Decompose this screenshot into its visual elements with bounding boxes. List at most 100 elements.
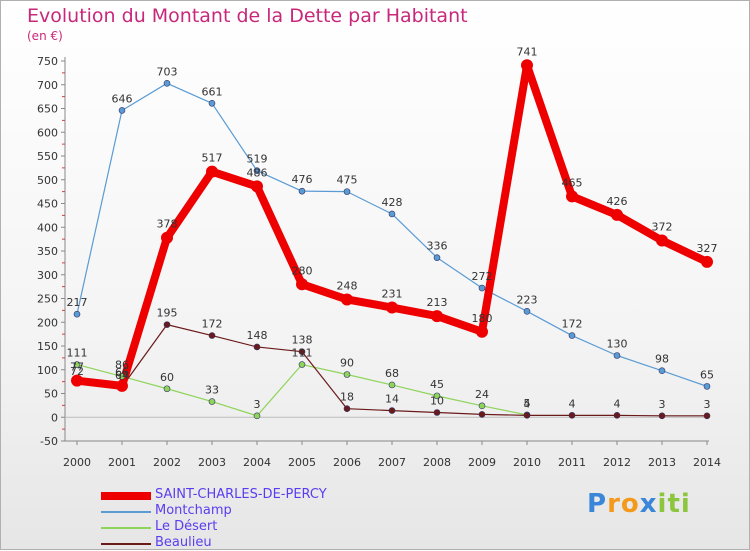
data-point	[478, 411, 486, 418]
x-tick-label: 2011	[558, 456, 586, 469]
data-point	[341, 293, 353, 306]
data-point	[298, 187, 306, 195]
data-label: 5	[524, 397, 531, 410]
data-label: 519	[247, 153, 268, 166]
y-tick-label: -50	[40, 435, 58, 448]
data-label: 18	[340, 391, 354, 404]
data-label: 195	[157, 307, 178, 320]
data-label: 327	[697, 242, 718, 255]
data-label: 111	[292, 347, 313, 360]
y-tick-label: 550	[37, 150, 58, 163]
y-tick-label: 700	[37, 79, 58, 92]
data-point	[388, 210, 396, 218]
data-label: 741	[517, 45, 538, 58]
data-label: 64	[115, 369, 129, 382]
data-label: 14	[385, 393, 399, 406]
data-label: 24	[475, 388, 489, 401]
data-label: 231	[382, 288, 403, 301]
x-tick-label: 2004	[243, 456, 271, 469]
data-label: 138	[292, 334, 313, 347]
data-label: 476	[292, 173, 313, 186]
data-point	[568, 412, 576, 419]
y-tick-label: 50	[44, 388, 58, 401]
y-tick-label: 200	[37, 316, 58, 329]
legend-label: Beaulieu	[155, 535, 212, 550]
data-label: 33	[205, 384, 219, 397]
y-tick-label: 500	[37, 174, 58, 187]
data-point	[253, 412, 261, 420]
data-point	[703, 412, 711, 420]
y-tick-label: 750	[37, 55, 58, 68]
x-tick-label: 2009	[468, 456, 496, 469]
data-point	[433, 409, 441, 416]
data-label: 65	[700, 368, 714, 381]
data-point	[71, 374, 83, 387]
data-point	[433, 392, 441, 400]
data-label: 272	[472, 270, 493, 283]
data-point	[116, 379, 128, 392]
data-label: 172	[562, 318, 583, 331]
data-point	[253, 343, 261, 351]
data-point	[163, 385, 171, 393]
data-point	[611, 208, 623, 221]
data-label: 280	[292, 264, 313, 277]
data-label: 130	[607, 338, 628, 351]
data-label: 45	[430, 378, 444, 391]
data-labels: 217 646 703 661 519 476 475 428 336 272 223 172 130 9…	[67, 45, 718, 411]
data-label: 428	[382, 196, 403, 209]
data-point	[208, 332, 216, 339]
data-label: 86	[115, 358, 129, 371]
chart-subtitle: (en €)	[27, 29, 63, 43]
data-point	[296, 278, 308, 291]
legend-label: Montchamp	[155, 503, 232, 518]
logo-letter: i	[680, 489, 691, 519]
y-tick-label: 100	[37, 364, 58, 377]
data-point	[613, 412, 621, 419]
data-point	[163, 80, 171, 87]
data-label: 475	[337, 174, 358, 187]
data-label: 3	[659, 398, 666, 411]
data-label: 248	[337, 279, 358, 292]
proxiti-logo: Proxiti	[587, 489, 691, 519]
data-label: 90	[340, 357, 354, 370]
x-tick-label: 2005	[288, 456, 316, 469]
x-tick-label: 2007	[378, 456, 406, 469]
data-point	[658, 412, 666, 420]
data-label: 172	[202, 318, 223, 331]
data-point	[433, 254, 441, 261]
data-label: 661	[202, 85, 223, 98]
data-label: 66	[115, 366, 129, 379]
data-point	[658, 367, 666, 375]
data-point	[298, 361, 306, 368]
x-tick-label: 2003	[198, 456, 226, 469]
data-label: 111	[67, 347, 88, 360]
data-point	[656, 234, 668, 247]
y-tick-label: 600	[37, 126, 58, 139]
data-label: 465	[562, 176, 583, 189]
data-point	[208, 99, 216, 107]
axes: -50 0 50 100 150 200 250 300 350 400 450 500 550 600 6…	[37, 55, 721, 469]
data-label: 213	[427, 296, 448, 309]
data-point	[343, 188, 351, 195]
data-label: 98	[655, 353, 669, 366]
x-tick-label: 2000	[63, 456, 91, 469]
logo-letter: x	[639, 489, 658, 519]
legend-swatch	[101, 543, 151, 545]
x-tick-label: 2014	[693, 456, 721, 469]
data-label: 486	[247, 166, 268, 179]
legend-label: SAINT-CHARLES-DE-PERCY	[155, 487, 327, 502]
data-point	[388, 381, 396, 389]
data-point	[523, 412, 531, 419]
y-tick-label: 450	[37, 198, 58, 211]
chart-title: Evolution du Montant de la Dette par Hab…	[27, 5, 468, 27]
data-point	[251, 180, 263, 193]
data-point	[298, 348, 306, 356]
x-tick-label: 2013	[648, 456, 676, 469]
data-point	[343, 405, 351, 413]
legend-swatch	[101, 492, 151, 500]
data-point	[566, 190, 578, 203]
data-point	[701, 255, 713, 268]
data-label: 703	[157, 65, 178, 78]
data-point	[476, 325, 488, 338]
